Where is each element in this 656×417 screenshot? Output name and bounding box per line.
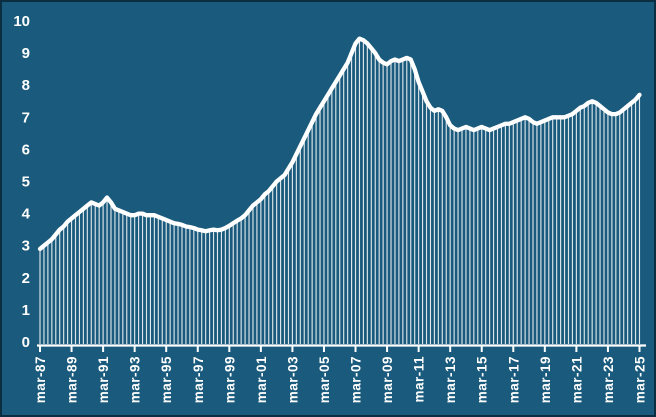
series-line [37, 36, 642, 252]
y-tick-label: 3 [22, 238, 30, 255]
x-tick-label: mar-19 [538, 356, 553, 403]
x-tick-label: mar-21 [569, 356, 584, 403]
x-tick-label: mar-05 [317, 356, 332, 403]
x-tick-label: mar-93 [128, 356, 143, 403]
x-tick-label: mar-23 [601, 356, 616, 403]
y-tick-label: 0 [22, 334, 30, 351]
x-tick-label: mar-15 [475, 356, 490, 403]
x-tick-label: mar-97 [191, 356, 206, 403]
x-tick-label: mar-95 [159, 356, 174, 403]
x-tick-label: mar-03 [285, 356, 300, 403]
y-tick-label: 9 [22, 45, 30, 62]
x-tick-label: mar-89 [65, 356, 80, 403]
x-tick-label: mar-91 [96, 356, 111, 403]
x-tick-label: mar-17 [506, 356, 521, 403]
x-tick-label: mar-01 [254, 356, 269, 403]
x-tick-label: mar-25 [632, 356, 647, 403]
y-tick-label: 5 [22, 174, 30, 191]
y-tick-label: 4 [22, 206, 31, 223]
x-tick-label: mar-87 [33, 356, 48, 403]
y-tick-label: 10 [13, 13, 30, 30]
x-tick-label: mar-07 [349, 356, 364, 403]
y-tick-label: 2 [22, 270, 30, 287]
y-tick-label: 7 [22, 109, 30, 126]
x-tick-label: mar-13 [443, 356, 458, 403]
y-tick-label: 6 [22, 141, 30, 158]
y-tick-label: 8 [22, 77, 30, 94]
x-tick-label: mar-11 [412, 356, 427, 403]
y-tick-label: 1 [22, 302, 30, 319]
x-tick-label: mar-99 [222, 356, 237, 403]
x-tick-label: mar-09 [380, 356, 395, 403]
